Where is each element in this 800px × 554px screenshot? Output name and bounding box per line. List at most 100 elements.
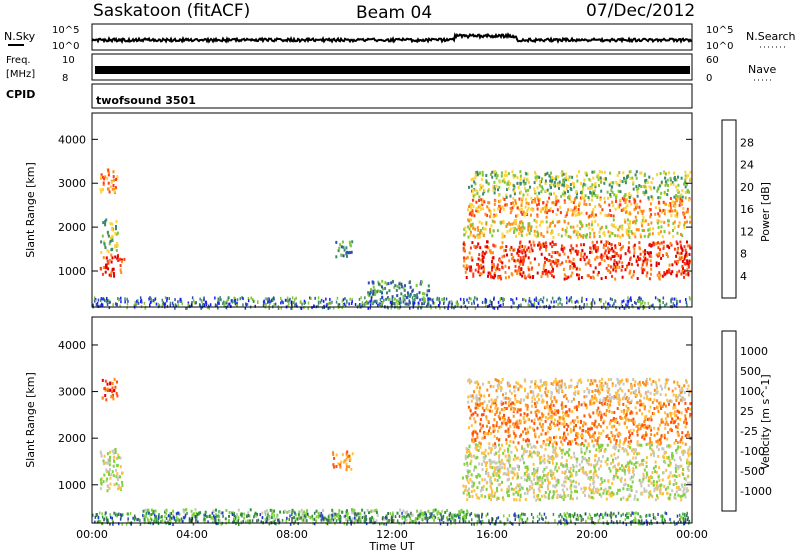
- heatmap-cell: [683, 182, 685, 186]
- heatmap-cell: [340, 245, 343, 249]
- heatmap-cell: [631, 303, 633, 307]
- heatmap-cell: [498, 460, 501, 464]
- heatmap-cell: [94, 299, 97, 303]
- heatmap-cell: [584, 183, 587, 187]
- heatmap-cell: [685, 478, 688, 482]
- heatmap-cell: [546, 475, 549, 479]
- heatmap-cell: [685, 175, 688, 179]
- heatmap-cell: [503, 449, 506, 453]
- heatmap-cell: [483, 436, 486, 439]
- heatmap-cell: [486, 245, 489, 249]
- heatmap-cell: [645, 263, 648, 267]
- heatmap-cell: [669, 176, 672, 180]
- heatmap-cell: [379, 283, 382, 287]
- heatmap-cell: [350, 302, 353, 305]
- heatmap-cell: [683, 450, 686, 454]
- heatmap-cell: [580, 182, 582, 185]
- heatmap-cell: [613, 262, 616, 266]
- heatmap-cell: [507, 485, 510, 488]
- heatmap-cell: [600, 487, 603, 491]
- heatmap-cell: [480, 272, 483, 276]
- heatmap-cell: [370, 296, 373, 300]
- heatmap-cell: [572, 201, 575, 205]
- heatmap-cell: [625, 306, 627, 310]
- heatmap-cell: [622, 466, 625, 470]
- heatmap-cell: [657, 297, 659, 301]
- heatmap-cell: [432, 298, 434, 302]
- heatmap-cell: [340, 253, 343, 257]
- heatmap-cell: [575, 190, 578, 194]
- heatmap-cell: [654, 470, 657, 474]
- heatmap-cell: [671, 263, 674, 267]
- heatmap-cell: [548, 407, 551, 411]
- heatmap-cell: [533, 218, 536, 222]
- heatmap-cell: [538, 241, 541, 245]
- heatmap-cell: [579, 258, 582, 261]
- heatmap-cell: [329, 306, 331, 310]
- heatmap-cell: [387, 282, 390, 286]
- heatmap-cell: [480, 231, 483, 235]
- heatmap-cell: [279, 510, 282, 514]
- heatmap-cell: [531, 427, 534, 431]
- heatmap-cell: [540, 180, 543, 184]
- heatmap-cell: [166, 514, 169, 518]
- heatmap-cell: [478, 235, 481, 239]
- heatmap-cell: [470, 207, 473, 211]
- heatmap-cell: [525, 470, 528, 473]
- heatmap-cell: [534, 410, 537, 414]
- heatmap-cell: [512, 471, 515, 475]
- heatmap-cell: [621, 275, 624, 279]
- heatmap-cell: [111, 386, 114, 390]
- heatmap-cell: [104, 175, 107, 179]
- heatmap-cell: [541, 476, 544, 480]
- heatmap-cell: [607, 246, 609, 250]
- heatmap-cell: [662, 296, 665, 300]
- heatmap-cell: [384, 286, 387, 290]
- heatmap-cell: [594, 266, 597, 270]
- heatmap-cell: [465, 267, 468, 271]
- heatmap-cell: [590, 491, 593, 495]
- heatmap-cell: [174, 303, 177, 307]
- heatmap-cell: [487, 471, 490, 475]
- heatmap-cell: [149, 301, 152, 304]
- heatmap-cell: [612, 268, 615, 272]
- heatmap-cell: [680, 246, 683, 250]
- heatmap-cell: [638, 306, 640, 310]
- heatmap-cell: [520, 268, 523, 271]
- heatmap-cell: [322, 299, 325, 303]
- heatmap-cell: [101, 175, 104, 179]
- heatmap-cell: [546, 430, 549, 434]
- heatmap-cell: [538, 479, 541, 483]
- heatmap-cell: [303, 299, 306, 303]
- heatmap-cell: [354, 303, 357, 306]
- heatmap-cell: [546, 271, 548, 275]
- heatmap-cell: [399, 297, 402, 301]
- heatmap-cell: [556, 250, 559, 254]
- heatmap-cell: [547, 493, 550, 497]
- heatmap-cell: [266, 511, 269, 515]
- heatmap-cell: [651, 412, 654, 415]
- heatmap-cell: [470, 297, 472, 301]
- heatmap-cell: [602, 429, 605, 433]
- heatmap-cell: [583, 202, 586, 206]
- heatmap-cell: [424, 300, 427, 304]
- heatmap-cell: [553, 440, 556, 444]
- heatmap-cell: [635, 411, 638, 415]
- heatmap-cell: [476, 233, 479, 237]
- heatmap-cell: [593, 170, 596, 174]
- heatmap-cell: [576, 490, 578, 494]
- heatmap-cell: [681, 201, 684, 205]
- heatmap-cell: [494, 173, 497, 177]
- heatmap-cell: [471, 432, 474, 436]
- heatmap-cell: [479, 445, 482, 449]
- heatmap-cell: [610, 243, 613, 247]
- heatmap-cell: [664, 417, 667, 421]
- heatmap-cell: [374, 509, 377, 513]
- heatmap-cell: [474, 430, 477, 434]
- heatmap-cell: [522, 259, 525, 263]
- heatmap-cell: [487, 182, 490, 186]
- heatmap-cell: [522, 225, 524, 229]
- heatmap-cell: [569, 430, 572, 434]
- heatmap-cell: [561, 422, 564, 426]
- heatmap-cell: [481, 406, 484, 410]
